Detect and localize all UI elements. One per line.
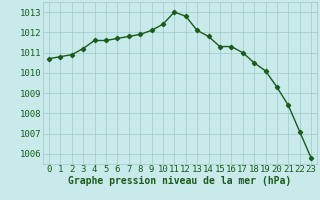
X-axis label: Graphe pression niveau de la mer (hPa): Graphe pression niveau de la mer (hPa): [68, 176, 292, 186]
